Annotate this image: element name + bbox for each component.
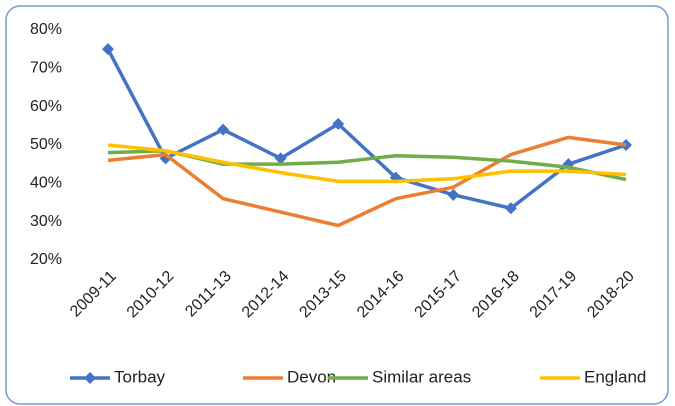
marker [217,123,230,136]
y-tick-label: 40% [30,175,62,192]
marker [332,117,345,130]
marker [504,202,517,215]
marker [274,152,287,165]
chart-frame [5,5,669,405]
y-tick-label: 50% [30,136,62,153]
legend-label: England [584,367,646,386]
marker [102,43,114,56]
marker [447,188,460,201]
y-tick-label: 20% [30,251,62,268]
y-tick-label: 80% [30,21,62,38]
legend-label: Torbay [114,367,166,386]
series-line [107,135,627,228]
legend-label: Devon [287,367,336,386]
legend-marker [84,372,96,384]
y-tick-label: 60% [30,98,62,115]
series-line [106,48,627,210]
y-tick-label: 70% [30,60,62,77]
legend-label: Similar areas [372,367,471,386]
series-line [107,143,627,184]
y-tick-label: 30% [30,213,62,230]
